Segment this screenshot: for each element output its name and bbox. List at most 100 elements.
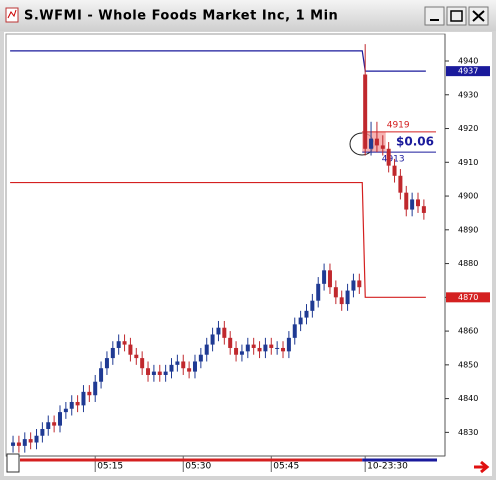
window-buttons[interactable] <box>424 6 489 26</box>
candle-body <box>52 422 57 426</box>
x-tick-label: 05:30 <box>185 462 211 472</box>
y-tick-label: 4920 <box>458 124 478 133</box>
candle-body <box>239 351 244 355</box>
candle-body <box>416 199 421 207</box>
candle-body <box>22 439 27 446</box>
candle-body <box>351 280 356 291</box>
candle-body <box>257 347 262 352</box>
candle-body <box>216 327 221 335</box>
candle-body <box>81 391 86 406</box>
annotation-low-label: 4913 <box>382 155 405 165</box>
title-bar <box>0 0 496 31</box>
level-label-box <box>446 66 490 77</box>
candle-body <box>386 148 391 166</box>
candle-body <box>345 290 350 305</box>
y-tick-label: 4880 <box>458 259 478 268</box>
annotation-high-label: 4919 <box>387 120 410 130</box>
candle-body <box>410 199 415 210</box>
candle-body <box>192 361 197 372</box>
candle-body <box>146 368 151 375</box>
candle-body <box>69 401 74 409</box>
candle-body <box>175 361 180 365</box>
candle-body <box>157 371 162 375</box>
candle-body <box>421 206 426 213</box>
level-line <box>10 181 426 298</box>
candle-body <box>28 439 33 443</box>
x-tick-label: 10-23:30 <box>367 462 408 472</box>
candle-body <box>263 344 268 352</box>
candle-body <box>140 358 145 369</box>
candle-body <box>286 337 291 352</box>
annotation-change: $0.06 <box>396 135 434 149</box>
candle-body <box>327 270 332 288</box>
candle-body <box>392 165 397 176</box>
level-label: 4870 <box>458 293 478 302</box>
y-tick-label: 4890 <box>458 225 478 234</box>
y-tick-label: 4930 <box>458 90 478 99</box>
candle-body <box>75 401 80 406</box>
y-tick-label: 4830 <box>458 428 478 437</box>
app-icon-line <box>7 9 17 19</box>
scroll-handle[interactable] <box>6 453 20 473</box>
y-tick-label: 4860 <box>458 327 478 336</box>
candle-body <box>187 368 192 372</box>
candle-body <box>93 381 98 396</box>
candle-body <box>46 422 51 429</box>
close-glyph <box>472 10 485 22</box>
candle-body <box>16 442 21 446</box>
candle-body <box>304 310 309 318</box>
level-line <box>10 50 426 72</box>
candle-body <box>151 371 156 375</box>
candle-body <box>310 300 315 311</box>
candle-body <box>181 361 186 369</box>
candle-body <box>398 175 403 193</box>
candle-body <box>128 344 133 355</box>
candle-body <box>369 138 374 149</box>
candle-body <box>269 344 274 348</box>
annotation-box <box>362 131 386 153</box>
candle-body <box>116 341 121 348</box>
candle-body <box>57 412 62 426</box>
minimize-button[interactable] <box>424 6 445 26</box>
candle-body <box>134 354 139 359</box>
candle-body <box>363 74 368 149</box>
candle-body <box>298 317 303 325</box>
candle-body <box>228 337 233 348</box>
candle-body <box>99 368 104 382</box>
maximize-button[interactable] <box>446 6 467 26</box>
candle-body <box>169 364 174 372</box>
candle-body <box>339 297 344 305</box>
candle-body <box>11 442 16 446</box>
candle-body <box>40 428 45 436</box>
candle-body <box>333 287 338 298</box>
y-tick-label: 4900 <box>458 192 478 201</box>
level-label: 4937 <box>458 67 478 76</box>
level-label-box <box>446 292 490 303</box>
candle-body <box>374 138 379 146</box>
candle-body <box>87 391 92 396</box>
y-tick-label: 4850 <box>458 360 478 369</box>
window-title: S.WFMI - Whole Foods Market Inc, 1 Min <box>24 9 338 24</box>
plot-area <box>5 33 446 457</box>
candle-body <box>357 280 362 288</box>
maximize-glyph <box>450 10 463 22</box>
y-tick-label: 4940 <box>458 57 478 66</box>
candle-body <box>380 145 385 149</box>
scroll-right-arrow[interactable] <box>474 460 490 474</box>
candle-body <box>251 344 256 348</box>
candle-body <box>110 347 115 359</box>
candle-body <box>316 283 321 301</box>
candle-body <box>210 334 215 345</box>
candle-body <box>245 344 250 352</box>
candle-body <box>63 408 68 413</box>
candle-body <box>275 347 280 349</box>
candle-body <box>404 192 409 210</box>
y-tick-label: 4840 <box>458 394 478 403</box>
candle-body <box>234 347 239 355</box>
candle-body <box>204 344 209 355</box>
x-tick-label: 05:45 <box>273 462 299 472</box>
candle-body <box>322 270 327 284</box>
candle-body <box>34 435 39 443</box>
candle-body <box>292 324 297 338</box>
candle-body <box>163 371 168 375</box>
